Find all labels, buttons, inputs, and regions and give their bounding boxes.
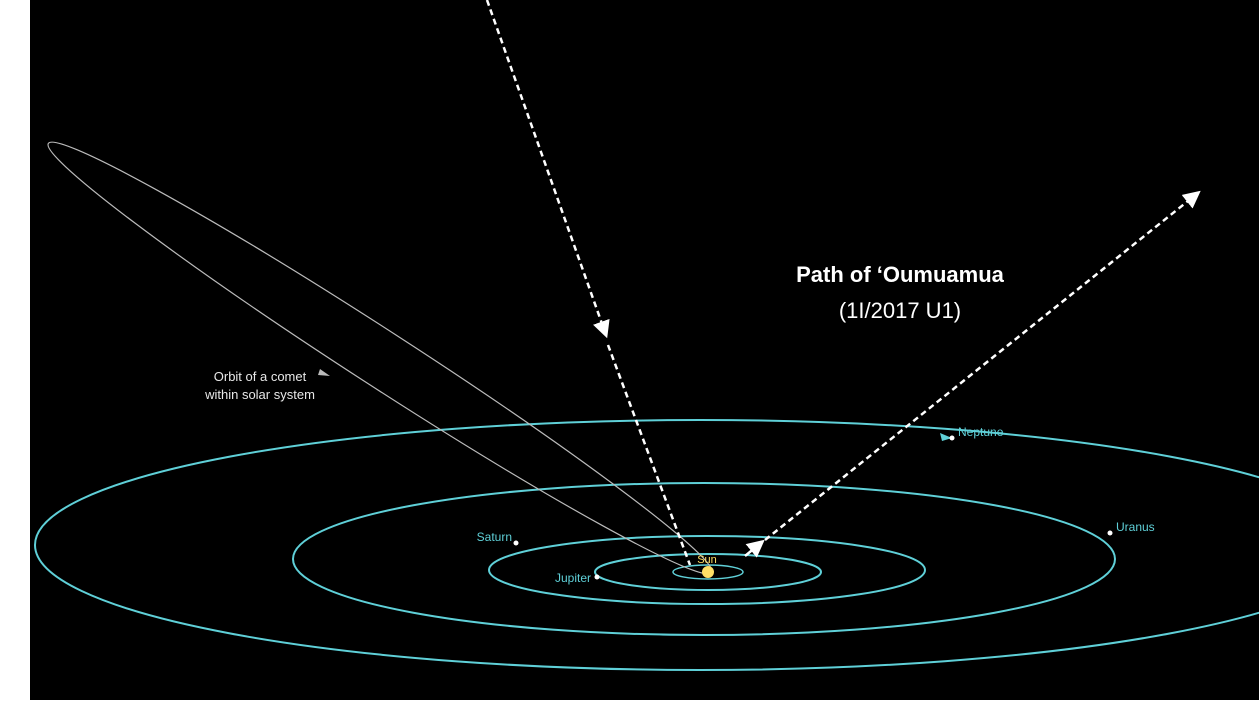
sun (702, 566, 714, 578)
comet-label: within solar system (204, 387, 315, 402)
planet-label: Uranus (1116, 520, 1155, 534)
planet-label: Jupiter (555, 571, 591, 585)
comet-label: Orbit of a comet (214, 369, 307, 384)
diagram: Path of ‘Oumuamua (1I/2017 U1) Orbit of … (0, 0, 1259, 718)
background (30, 0, 1259, 700)
planet-label: Neptune (958, 425, 1004, 439)
planet-label: Saturn (477, 530, 512, 544)
planet-dot (950, 436, 955, 441)
sun-label: Sun (697, 554, 717, 566)
planet-dot (1108, 531, 1113, 536)
planet-dot (595, 575, 600, 580)
planet-dot (514, 541, 519, 546)
title: Path of ‘Oumuamua (796, 262, 1005, 287)
designation: (1I/2017 U1) (839, 298, 961, 323)
